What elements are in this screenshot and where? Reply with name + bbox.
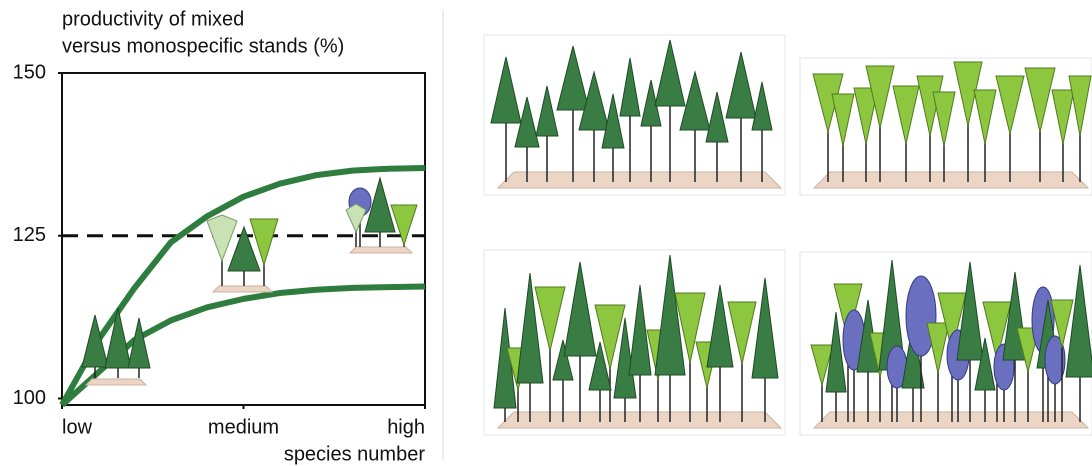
y-tick-label: 150 bbox=[13, 61, 46, 83]
y-tick-label: 125 bbox=[13, 224, 46, 246]
y-tick-label: 100 bbox=[13, 387, 46, 409]
ground bbox=[350, 247, 412, 253]
broadleaf bbox=[207, 215, 237, 261]
ground bbox=[814, 172, 1088, 188]
y-axis-label: productivity of mixed bbox=[62, 8, 244, 30]
illustrations bbox=[484, 35, 1092, 435]
ground bbox=[498, 172, 781, 188]
x-tick-label: low bbox=[62, 416, 93, 438]
plot: 100 125 150 low medium high bbox=[13, 61, 425, 438]
conifer bbox=[82, 315, 108, 367]
x-tick-label: high bbox=[387, 416, 425, 438]
y-axis-label: versus monospecific stands (%) bbox=[62, 35, 344, 57]
ground bbox=[814, 412, 1088, 428]
ground bbox=[86, 379, 146, 385]
conifer bbox=[105, 308, 131, 368]
figure: productivity of mixed versus monospecifi… bbox=[0, 0, 1092, 466]
x-tick-label: medium bbox=[208, 416, 279, 438]
x-axis-label: species number bbox=[284, 443, 426, 465]
ground bbox=[213, 286, 272, 292]
broadleaf bbox=[346, 204, 366, 232]
broadleaf bbox=[391, 205, 417, 245]
